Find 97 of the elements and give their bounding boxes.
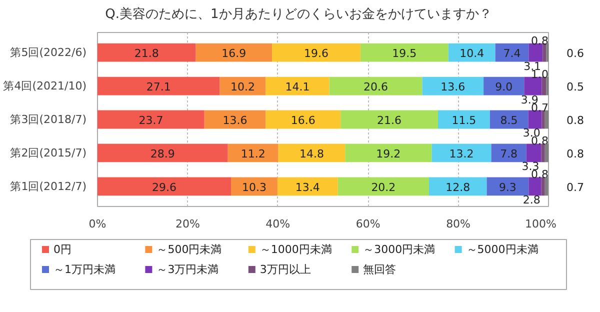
bar (544, 177, 548, 196)
bar (438, 110, 490, 129)
data-label: 0.7 (566, 180, 584, 194)
data-label: 11.2 (240, 147, 266, 160)
legend-label: ～500円未満 (156, 243, 222, 256)
data-label: 16.6 (290, 114, 316, 127)
data-label: 19.6 (304, 47, 328, 60)
bar (448, 43, 496, 62)
legend-label: ～1万円未満 (54, 263, 116, 276)
legend-label: 無回答 (363, 263, 396, 276)
bar (266, 110, 341, 129)
data-label: 9.3 (498, 180, 516, 194)
x-tick-label: 80% (446, 218, 471, 230)
bar (98, 144, 228, 162)
bar (528, 110, 542, 129)
data-label: 13.4 (295, 180, 320, 194)
data-label: 2.8 (522, 194, 540, 207)
x-tick-label: 60% (356, 218, 380, 230)
data-label: 9.0 (495, 80, 513, 94)
bar (526, 144, 542, 162)
bar (542, 110, 545, 129)
data-label: 11.5 (452, 114, 476, 127)
data-label: 0.5 (566, 80, 584, 94)
data-label: 21.6 (377, 114, 402, 127)
bar (422, 76, 484, 96)
data-label: 23.7 (138, 114, 164, 127)
data-label: 14.8 (299, 147, 324, 160)
y-tick-label: 第3回(2018/7) (10, 113, 86, 126)
bar (272, 43, 360, 62)
bar (544, 110, 548, 129)
data-label: 13.6 (440, 80, 466, 94)
bar (495, 43, 529, 62)
bar (544, 144, 548, 162)
data-label: 0.8 (566, 114, 584, 127)
bar (345, 144, 432, 162)
x-tick-label: 20% (175, 218, 200, 230)
bar (542, 43, 546, 62)
bar (329, 76, 422, 96)
bar (338, 177, 429, 196)
bar (432, 144, 492, 162)
data-label: 8.5 (500, 114, 518, 127)
bar (528, 43, 543, 62)
bar (98, 76, 220, 96)
data-label: 19.2 (376, 147, 401, 160)
bar (340, 110, 438, 129)
legend-label: ～3万円未満 (156, 263, 219, 276)
data-label: 12.8 (446, 180, 470, 194)
y-tick-label: 第1回(2012/7) (10, 180, 86, 193)
y-tick-label: 第2回(2015/7) (10, 146, 86, 160)
chart-title: Q.美容のために、1か月あたりどのくらいお金をかけていますか？ (105, 6, 492, 22)
bar (360, 43, 448, 62)
legend-label: ～5000円未満 (466, 243, 538, 256)
bar (428, 177, 487, 196)
bar (486, 177, 529, 196)
y-tick-label: 第4回(2021/10) (3, 80, 86, 93)
data-label: 20.2 (371, 180, 396, 194)
y-tick-label: 第5回(2022/6) (10, 46, 86, 60)
x-tick-label: 100% (525, 218, 557, 230)
data-label: 7.8 (500, 147, 518, 160)
legend-label: ～1000円未満 (260, 243, 332, 256)
bar (528, 177, 542, 196)
bar (266, 76, 330, 96)
data-label: 28.9 (150, 147, 175, 160)
data-label: 7.4 (503, 47, 521, 60)
bar (524, 76, 542, 96)
bar (541, 177, 545, 196)
bar (230, 177, 278, 196)
data-label: 19.5 (392, 47, 417, 60)
data-label: 13.6 (222, 114, 248, 127)
legend-label: 3万円以上 (260, 263, 311, 276)
bar (278, 144, 346, 162)
data-label: 0.6 (566, 47, 584, 60)
data-label: 0.8 (566, 147, 584, 160)
bar (204, 110, 266, 129)
bar (98, 43, 196, 62)
bar (228, 144, 278, 162)
bar (277, 177, 338, 196)
data-label: 27.1 (146, 80, 171, 94)
x-tick-label: 0% (88, 218, 106, 230)
bar (98, 110, 204, 129)
data-label: 10.3 (242, 180, 266, 194)
data-label: 10.4 (460, 47, 484, 60)
data-label: 16.9 (222, 47, 246, 60)
bar (491, 144, 526, 162)
bar (541, 144, 545, 162)
data-label: 20.6 (364, 80, 388, 94)
legend-label: ～3000円未満 (363, 243, 436, 256)
bar (196, 43, 272, 62)
bar (98, 177, 231, 196)
data-label: 21.8 (134, 47, 159, 60)
data-label: 14.1 (285, 80, 310, 94)
x-tick-label: 40% (266, 218, 290, 230)
legend-label: 0円 (54, 243, 72, 256)
data-label: 10.2 (230, 80, 255, 94)
bar (542, 76, 546, 96)
data-label: 13.2 (449, 147, 474, 160)
data-label: 29.6 (152, 180, 176, 194)
